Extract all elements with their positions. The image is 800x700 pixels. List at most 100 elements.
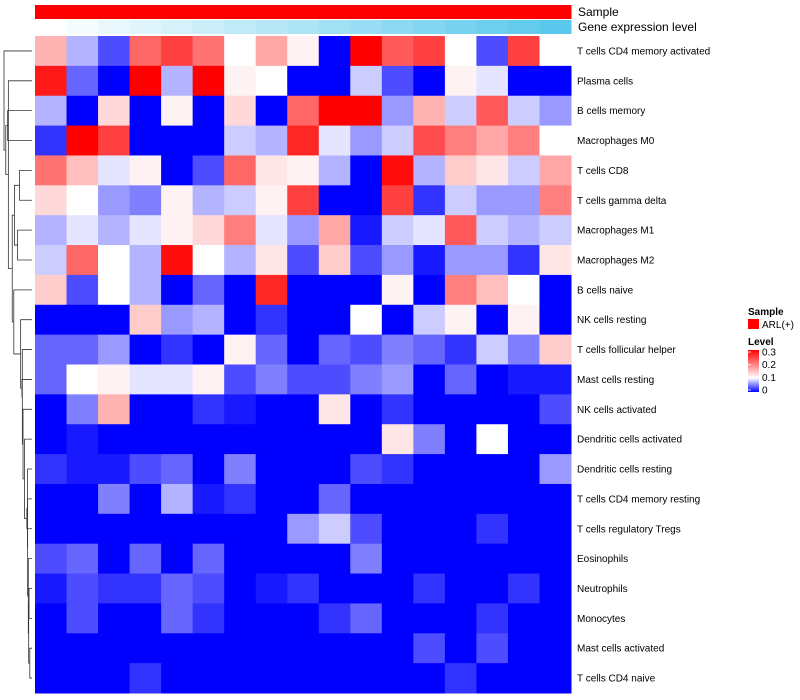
heatmap-cell	[539, 155, 572, 186]
heatmap-cell	[224, 543, 257, 575]
heatmap-cell	[444, 245, 477, 276]
heatmap-cell	[381, 65, 414, 97]
heatmap-cell	[318, 364, 351, 395]
row-label: Macrophages M1	[577, 226, 655, 237]
heatmap-cell	[381, 633, 414, 664]
heatmap-cell	[224, 633, 257, 664]
legend-color-scale	[748, 350, 759, 392]
row-label: Mast cells activated	[577, 644, 664, 655]
heatmap-cell	[318, 125, 351, 156]
row-label: Dendritic cells resting	[577, 465, 672, 476]
heatmap-cell	[539, 513, 572, 545]
heatmap-cell	[476, 274, 509, 306]
heatmap-cell	[287, 245, 320, 276]
row-label: NK cells resting	[577, 315, 646, 326]
heatmap-cell	[129, 95, 162, 127]
heatmap-cell	[444, 334, 477, 365]
heatmap-cell	[413, 454, 446, 485]
heatmap-cell	[98, 36, 131, 67]
expression-annotation-cell	[413, 20, 446, 34]
heatmap-cell	[35, 454, 68, 485]
heatmap-cell	[35, 95, 68, 127]
heatmap-cell	[255, 125, 288, 156]
heatmap-cell	[476, 304, 509, 336]
heatmap-cell	[35, 603, 68, 634]
expression-annotation-cell	[476, 20, 509, 34]
expression-annotation-cell	[161, 20, 194, 34]
heatmap-cell	[161, 483, 194, 515]
heatmap-cell	[35, 424, 68, 455]
heatmap-cell	[224, 185, 257, 216]
heatmap-cell	[255, 36, 288, 67]
heatmap-cell	[507, 543, 540, 575]
heatmap-cell	[444, 633, 477, 664]
heatmap-cell	[350, 185, 383, 216]
heatmap-cell	[444, 155, 477, 186]
expression-annotation-cell	[444, 20, 477, 34]
heatmap-cell	[66, 95, 99, 127]
heatmap-cell	[224, 483, 257, 515]
heatmap-cell	[350, 245, 383, 276]
heatmap-cell	[539, 364, 572, 395]
heatmap-cell	[507, 215, 540, 246]
heatmap-cell	[66, 394, 99, 425]
heatmap-cell	[507, 483, 540, 515]
dendrogram-branch	[14, 184, 20, 246]
heatmap-cell	[287, 633, 320, 664]
heatmap-cell	[192, 483, 225, 515]
heatmap-cell	[381, 36, 414, 67]
heatmap-cell	[476, 95, 509, 127]
heatmap-cell	[98, 573, 131, 604]
dendrogram-branch	[27, 558, 32, 634]
heatmap-cell	[255, 185, 288, 216]
heatmap-cell	[507, 245, 540, 276]
sample-annotation-cell	[161, 5, 194, 19]
heatmap-cell	[413, 65, 446, 97]
heatmap-cell	[98, 304, 131, 336]
heatmap-cell	[66, 304, 99, 336]
heatmap-cell	[350, 424, 383, 455]
heatmap-cell	[476, 364, 509, 395]
dendrogram-branch	[17, 229, 32, 261]
heatmap-cell	[255, 663, 288, 694]
legend-sample-title: Sample	[748, 307, 784, 318]
heatmap-cell	[287, 364, 320, 395]
heatmap-cell	[476, 424, 509, 455]
row-label: T cells CD4 memory activated	[577, 46, 710, 57]
heatmap-cell	[224, 513, 257, 545]
heatmap-cell	[98, 65, 131, 97]
row-label: Neutrophils	[577, 584, 628, 595]
row-label: Eosinophils	[577, 554, 628, 565]
heatmap-cell	[539, 454, 572, 485]
heatmap-cell	[66, 334, 99, 365]
heatmap-cell	[350, 155, 383, 186]
heatmap-cell	[129, 513, 162, 545]
sample-annotation-cell	[255, 5, 288, 19]
heatmap-cell	[539, 633, 572, 664]
heatmap-cell	[129, 65, 162, 97]
heatmap-cell	[350, 334, 383, 365]
heatmap-cell	[350, 513, 383, 545]
heatmap-cell	[192, 155, 225, 186]
heatmap-cell	[350, 125, 383, 156]
heatmap-cell	[476, 215, 509, 246]
heatmap-cell	[98, 155, 131, 186]
heatmap-cell	[381, 513, 414, 545]
expression-annotation-cell	[350, 20, 383, 34]
heatmap-cell	[224, 125, 257, 156]
heatmap-cell	[318, 155, 351, 186]
heatmap-cell	[444, 394, 477, 425]
heatmap-cell	[35, 513, 68, 545]
heatmap-cell	[35, 185, 68, 216]
heatmap-cell	[255, 215, 288, 246]
heatmap-cell	[444, 274, 477, 306]
expression-annotation-cell	[192, 20, 225, 34]
heatmap-cell	[35, 274, 68, 306]
heatmap-cell	[539, 663, 572, 694]
heatmap-cell	[444, 454, 477, 485]
heatmap-cell	[161, 36, 194, 67]
heatmap-cell	[66, 633, 99, 664]
heatmap-cell	[66, 483, 99, 515]
heatmap-cell	[287, 215, 320, 246]
